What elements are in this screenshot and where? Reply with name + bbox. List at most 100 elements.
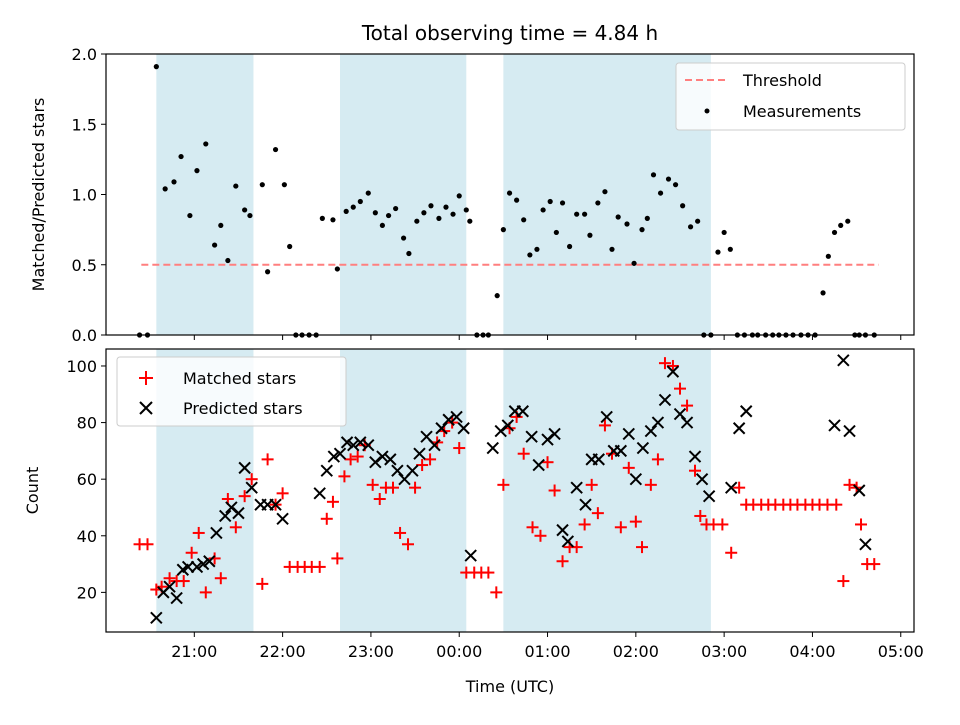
predicted-star-point xyxy=(695,472,709,486)
x-tick-label: 21:00 xyxy=(171,642,217,661)
measurement-point xyxy=(631,260,637,266)
predicted-star-point xyxy=(688,450,702,463)
matched-star-point xyxy=(344,453,357,466)
measurement-point xyxy=(615,214,621,220)
legend-measurements-swatch xyxy=(704,108,710,114)
measurement-point xyxy=(162,186,168,192)
predicted-star-point xyxy=(391,464,404,477)
matched-ratio-panel: 0.0 0.5 1.0 1.5 2.0 Total observing time = 4… xyxy=(29,21,915,345)
matched-star-point xyxy=(313,560,326,573)
measurement-point xyxy=(695,218,701,224)
predicted-star-point xyxy=(354,436,367,449)
bottom-legend: Matched stars Predicted stars xyxy=(116,356,347,427)
measurement-point xyxy=(609,246,615,252)
measurement-point xyxy=(265,269,271,275)
matched-star-point xyxy=(453,442,466,455)
measurement-point xyxy=(521,217,527,223)
matched-star-point xyxy=(256,577,269,590)
measurement-point xyxy=(587,232,593,238)
predicted-star-point xyxy=(636,441,650,455)
predicted-star-point xyxy=(163,580,176,593)
legend-matched-swatch xyxy=(139,371,153,385)
bottom-y-axis-label: Count xyxy=(23,467,42,515)
matched-star-point xyxy=(238,490,251,503)
matched-star-point xyxy=(208,552,221,565)
measurement-point xyxy=(500,227,506,233)
measurement-point xyxy=(421,210,427,216)
predicted-star-point xyxy=(556,523,569,537)
predicted-star-point xyxy=(340,436,354,449)
chart-title: Total observing time = 4.84 h xyxy=(361,21,658,45)
matched-star-point xyxy=(644,478,657,491)
matched-star-point xyxy=(185,546,198,559)
y-tick-label: 2.0 xyxy=(72,45,97,64)
matched-star-point xyxy=(326,495,339,508)
predicted-star-point xyxy=(196,557,210,571)
measurement-point xyxy=(845,218,851,224)
measurement-point xyxy=(727,246,733,252)
observing-interval-band xyxy=(503,349,711,632)
matched-star-point xyxy=(585,478,598,491)
measurement-point xyxy=(467,218,473,224)
legend-predicted-label: Predicted stars xyxy=(183,399,303,418)
matched-star-point xyxy=(261,453,274,466)
measurement-point xyxy=(838,222,844,229)
measurement-point xyxy=(559,200,566,206)
predicted-star-point xyxy=(561,535,575,548)
x-tick-label: 04:00 xyxy=(789,642,835,661)
measurement-point xyxy=(831,229,838,236)
matched-star-point xyxy=(402,538,415,551)
matched-star-point xyxy=(394,526,407,539)
measurement-point xyxy=(657,190,664,196)
predicted-star-point xyxy=(570,481,583,494)
matched-star-point xyxy=(373,492,386,505)
measurement-point xyxy=(319,215,325,221)
predicted-star-point xyxy=(486,441,499,455)
matched-star-point xyxy=(245,473,258,486)
measurement-point xyxy=(379,222,385,229)
bottom-x-ticks: 21:00 22:00 23:00 00:00 01:00 02:00 03:00 04:00… xyxy=(171,632,924,661)
measurement-point xyxy=(178,153,184,160)
predicted-star-point xyxy=(435,422,448,435)
x-tick-label: 03:00 xyxy=(701,642,747,661)
measurement-point xyxy=(650,172,657,178)
legend-matched-label: Matched stars xyxy=(183,369,296,388)
x-tick-label: 22:00 xyxy=(260,642,306,661)
matched-star-point xyxy=(855,518,868,531)
matched-star-point xyxy=(163,572,176,585)
observing-interval-band xyxy=(340,54,467,335)
measurement-point xyxy=(825,253,831,259)
matched-star-point xyxy=(689,464,702,477)
y-tick-label: 80 xyxy=(77,414,97,433)
matched-star-point xyxy=(614,521,627,534)
matched-star-point xyxy=(409,481,422,494)
matched-star-point xyxy=(482,566,495,579)
matched-star-point xyxy=(229,521,242,534)
predicted-star-point xyxy=(501,419,514,432)
matched-star-point xyxy=(320,512,333,525)
measurement-point xyxy=(281,182,287,188)
matched-star-point xyxy=(837,575,850,588)
matched-star-point xyxy=(658,357,671,370)
matched-star-point xyxy=(666,359,679,372)
predicted-star-point xyxy=(843,424,856,438)
measurement-point xyxy=(547,198,553,205)
measurement-point xyxy=(624,221,630,227)
y-tick-label: 0.5 xyxy=(72,256,97,275)
measurement-point xyxy=(436,215,442,221)
measurement-point xyxy=(820,290,826,296)
matched-star-point xyxy=(725,546,738,559)
predicted-star-point xyxy=(600,410,613,424)
predicted-star-point xyxy=(210,526,223,540)
measurement-point xyxy=(534,246,540,252)
predicted-star-point xyxy=(320,464,333,477)
measurement-point xyxy=(393,205,399,212)
predicted-star-point xyxy=(673,407,687,421)
measurement-points xyxy=(136,64,877,338)
measurement-point xyxy=(365,190,371,196)
predicted-star-point xyxy=(413,447,426,460)
matched-star-point xyxy=(830,498,843,511)
predicted-star-point xyxy=(450,410,463,424)
top-legend: Threshold Measurements xyxy=(675,62,906,131)
